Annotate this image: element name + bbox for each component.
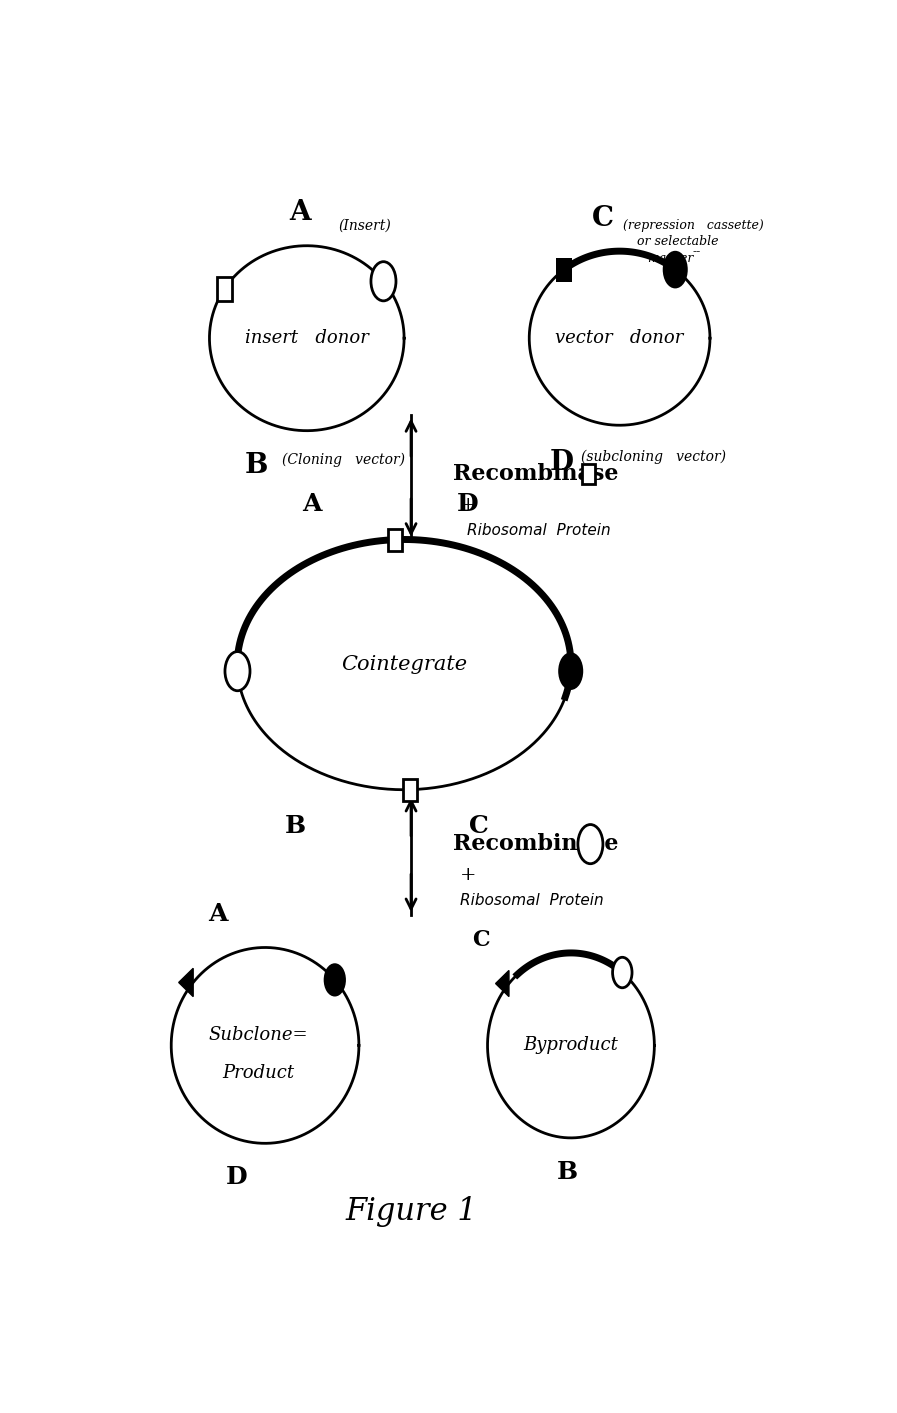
Text: C: C (592, 205, 614, 232)
Text: Figure 1: Figure 1 (345, 1197, 477, 1226)
Circle shape (613, 957, 632, 988)
Polygon shape (179, 968, 193, 996)
Text: C: C (472, 928, 490, 951)
Circle shape (578, 825, 603, 863)
Text: A: A (289, 199, 310, 226)
Circle shape (560, 654, 582, 688)
Bar (403, 779, 417, 801)
Text: or selectable: or selectable (637, 235, 718, 247)
Text: D: D (457, 492, 478, 516)
Bar (556, 257, 571, 281)
Text: (Insert): (Insert) (338, 219, 391, 233)
Text: (repression   cassette): (repression cassette) (623, 219, 764, 232)
Circle shape (371, 261, 396, 301)
Text: --: -- (692, 244, 701, 257)
Text: B: B (557, 1160, 578, 1184)
Circle shape (225, 651, 250, 691)
Text: Recombinase: Recombinase (453, 834, 618, 855)
Text: Subclone=: Subclone= (208, 1026, 308, 1044)
Bar (582, 465, 595, 485)
Bar (388, 528, 403, 551)
Text: +: + (459, 496, 476, 514)
Text: vector   donor: vector donor (555, 329, 684, 348)
Text: A: A (208, 901, 228, 926)
Text: Ribosomal  Protein: Ribosomal Protein (459, 893, 604, 909)
Text: +: + (459, 866, 476, 883)
Text: marker: marker (648, 253, 693, 266)
Text: insert   donor: insert donor (245, 329, 369, 348)
Polygon shape (496, 971, 509, 996)
Text: Cointegrate: Cointegrate (341, 656, 467, 674)
Text: A: A (302, 492, 322, 516)
Text: (subcloning   vector): (subcloning vector) (581, 449, 727, 463)
Text: C: C (469, 814, 489, 838)
Text: (Cloning   vector): (Cloning vector) (283, 452, 405, 466)
Text: D: D (226, 1166, 248, 1190)
Circle shape (325, 965, 344, 995)
Text: Recombinase: Recombinase (453, 463, 618, 485)
Text: B: B (285, 814, 306, 838)
Text: Product: Product (222, 1064, 294, 1081)
Bar (216, 277, 232, 301)
Text: D: D (550, 449, 574, 476)
Circle shape (664, 252, 686, 287)
Text: Ribosomal  Protein: Ribosomal Protein (466, 523, 610, 538)
Text: Byproduct: Byproduct (524, 1036, 618, 1054)
Text: B: B (244, 452, 267, 479)
